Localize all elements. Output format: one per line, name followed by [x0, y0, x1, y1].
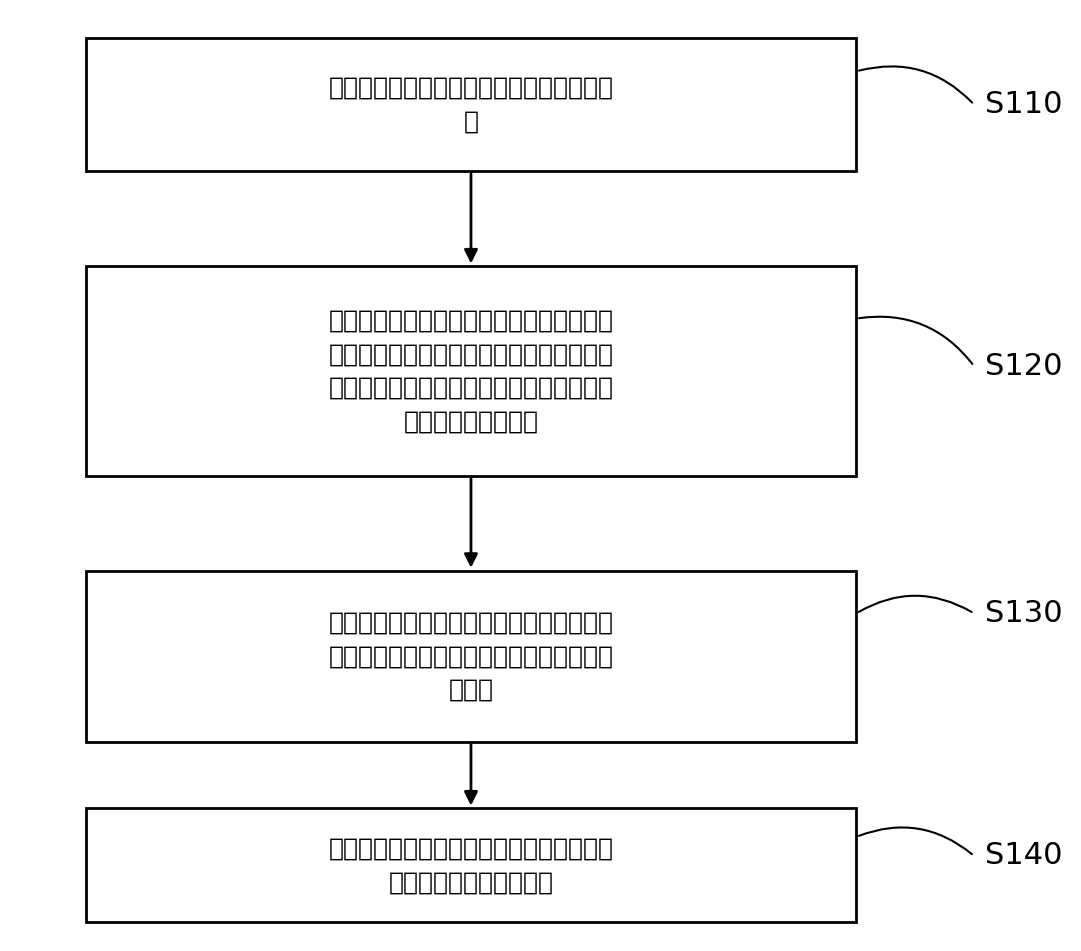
Text: S120: S120 [985, 352, 1063, 380]
Text: 基于每个检波器逆时延拓波场的自相关，确
定初始定位剖面中每个检波器位置周围的振
幅噪声: 基于每个检波器逆时延拓波场的自相关，确 定初始定位剖面中每个检波器位置周围的振 … [329, 611, 614, 702]
Text: S110: S110 [985, 90, 1063, 119]
Text: 建立目标工区的速度模型并对其进行网格离
散: 建立目标工区的速度模型并对其进行网格离 散 [329, 76, 614, 133]
Text: S130: S130 [985, 599, 1063, 628]
Text: S140: S140 [985, 842, 1063, 870]
FancyBboxPatch shape [85, 38, 856, 171]
Text: 从初始定位剖面中去除振幅噪声得到最终定
位剖面，以确定震源位置: 从初始定位剖面中去除振幅噪声得到最终定 位剖面，以确定震源位置 [329, 837, 614, 894]
FancyBboxPatch shape [85, 266, 856, 476]
FancyBboxPatch shape [85, 571, 856, 742]
Text: 基于离散化后的速度模型以及目标工区内各
检波器记录的波场数据进行波场逆时反传，
在波场逆时反传过程中应用自相关成像条件
以确定初始定位剖面: 基于离散化后的速度模型以及目标工区内各 检波器记录的波场数据进行波场逆时反传， … [329, 309, 614, 433]
FancyBboxPatch shape [85, 808, 856, 922]
